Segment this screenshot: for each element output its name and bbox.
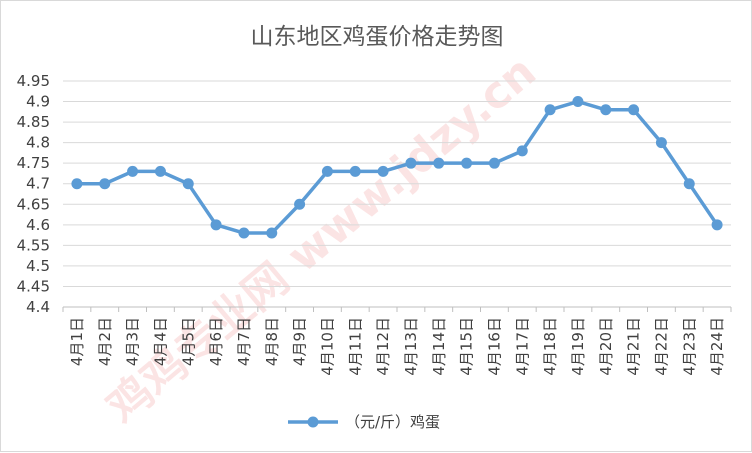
x-tick-label: 4月3日 — [124, 317, 142, 366]
data-point[interactable] — [683, 178, 695, 190]
data-point[interactable] — [461, 157, 473, 169]
y-tick-label: 4.95 — [17, 72, 50, 90]
x-tick-label: 4月11日 — [346, 317, 364, 376]
x-tick-label: 4月1日 — [68, 317, 86, 366]
gridlines — [63, 80, 731, 308]
y-tick-label: 4.6 — [26, 216, 50, 234]
data-point[interactable] — [488, 157, 500, 169]
x-tick-label: 4月24日 — [708, 317, 726, 376]
data-point[interactable] — [127, 165, 139, 177]
legend-label: （元/斤）鸡蛋 — [345, 413, 440, 431]
data-point[interactable] — [377, 165, 389, 177]
y-tick-label: 4.45 — [17, 277, 50, 295]
data-point[interactable] — [182, 178, 194, 190]
x-tick-label: 4月4日 — [151, 317, 169, 366]
x-tick-label: 4月23日 — [680, 317, 698, 376]
y-tick-label: 4.9 — [26, 93, 50, 111]
data-point[interactable] — [321, 165, 333, 177]
x-tick-label: 4月9日 — [291, 317, 309, 366]
data-point[interactable] — [655, 137, 667, 149]
y-tick-label: 4.8 — [26, 134, 50, 152]
data-point[interactable] — [711, 219, 723, 231]
data-point[interactable] — [544, 104, 556, 116]
x-tick-label: 4月2日 — [96, 317, 114, 366]
data-point[interactable] — [294, 198, 306, 210]
data-point[interactable] — [266, 227, 278, 239]
y-tick-label: 4.4 — [26, 298, 50, 316]
x-tick-label: 4月5日 — [179, 317, 197, 366]
x-tick-label: 4月8日 — [263, 317, 281, 366]
data-point[interactable] — [210, 219, 222, 231]
x-tick-label: 4月22日 — [652, 317, 670, 376]
series-line — [75, 99, 719, 235]
x-tick-label: 4月15日 — [458, 317, 476, 376]
x-tick-label: 4月16日 — [485, 317, 503, 376]
legend[interactable]: （元/斤）鸡蛋 — [288, 413, 440, 431]
legend-dot-marker — [307, 416, 319, 428]
y-tick-label: 4.5 — [26, 257, 50, 275]
x-tick-label: 4月19日 — [569, 317, 587, 376]
x-tick-label: 4月10日 — [318, 317, 336, 376]
x-tick-label: 4月20日 — [597, 317, 615, 376]
data-point[interactable] — [405, 157, 417, 169]
data-point[interactable] — [572, 96, 584, 108]
y-tick-label: 4.7 — [26, 175, 50, 193]
y-tick-label: 4.65 — [17, 195, 50, 213]
x-tick-label: 4月13日 — [402, 317, 420, 376]
data-point[interactable] — [71, 178, 83, 190]
x-tick-label: 4月6日 — [207, 317, 225, 366]
y-axis-ticks: 4.4 4.45 4.5 4.55 4.6 4.65 4.7 4.75 4.8 4.85 4.9 4.… — [17, 72, 50, 316]
data-point[interactable] — [628, 104, 640, 116]
x-tick-label: 4月14日 — [430, 317, 448, 376]
x-tick-label: 4月17日 — [513, 317, 531, 376]
chart-title: 山东地区鸡蛋价格走势图 — [251, 24, 504, 50]
x-tick-label: 4月7日 — [235, 317, 253, 366]
data-point[interactable] — [433, 157, 445, 169]
y-tick-label: 4.85 — [17, 113, 50, 131]
data-point[interactable] — [238, 227, 250, 239]
data-point[interactable] — [154, 165, 166, 177]
data-point[interactable] — [99, 178, 111, 190]
x-tick-label: 4月18日 — [541, 317, 559, 376]
x-tick-label: 4月12日 — [374, 317, 392, 376]
series-layer — [71, 96, 723, 239]
x-tick-label: 4月21日 — [625, 317, 643, 376]
y-tick-label: 4.55 — [17, 236, 50, 254]
data-point[interactable] — [516, 145, 528, 157]
x-axis-ticks: 4月1日 4月2日 4月3日 4月4日 4月5日 4月6日 4月7日 4月8日 4月9日 4月10… — [62, 307, 732, 376]
data-point[interactable] — [349, 165, 361, 177]
y-tick-label: 4.75 — [17, 154, 50, 172]
data-point[interactable] — [600, 104, 612, 116]
